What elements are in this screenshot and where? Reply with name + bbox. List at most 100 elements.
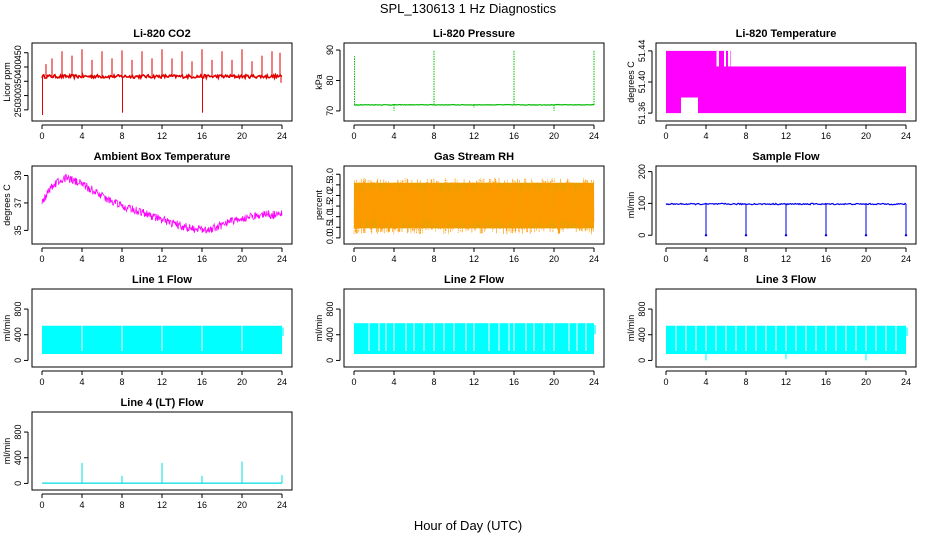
y-tick-label: 400 — [13, 450, 23, 465]
series-dip-point — [864, 234, 868, 237]
chart-panel-4: Ambient Box Temperature degrees C 0 4 8 12 16 2… — [2, 151, 293, 264]
y-tick-label: 250 — [13, 102, 23, 117]
y-tick-label: 0 — [637, 233, 647, 238]
series-2 — [353, 50, 595, 111]
area-gap — [724, 50, 726, 67]
x-tick-label: 16 — [509, 377, 519, 387]
chart-panel-3: Li-820 Temperature degrees C 0 4 8 12 16 20 24 51… — [626, 28, 917, 141]
x-tick-label: 16 — [509, 131, 519, 141]
x-tick-label: 8 — [119, 377, 124, 387]
plot-frame — [31, 411, 293, 491]
series-4 — [41, 173, 283, 234]
x-tick-label: 0 — [39, 500, 44, 510]
x-tick-label: 16 — [509, 254, 519, 264]
series-line — [665, 202, 907, 206]
x-tick-label: 4 — [703, 254, 708, 264]
x-tick-label: 24 — [589, 377, 599, 387]
x-tick-label: 20 — [549, 254, 559, 264]
plot-frame — [343, 42, 605, 122]
area-gap — [716, 50, 719, 67]
plot-frame — [31, 165, 293, 245]
series-line — [41, 173, 283, 234]
y-tick-label: 400 — [13, 327, 23, 342]
x-tick-label: 12 — [157, 377, 167, 387]
y-tick-label: 100 — [637, 196, 647, 211]
area-segment — [716, 50, 731, 114]
chart-panel-10: Line 4 (LT) Flow ml/min 0 4 8 12 16 20 24 0 400 800 — [2, 397, 293, 510]
x-tick-label: 8 — [743, 377, 748, 387]
series-3 — [666, 50, 906, 115]
series-10 — [42, 461, 283, 484]
y-tick-label: 400 — [13, 59, 23, 74]
y-tick-label: 90 — [325, 45, 335, 55]
x-tick-label: 24 — [589, 131, 599, 141]
x-tick-label: 20 — [237, 377, 247, 387]
area-gap — [728, 50, 731, 67]
x-tick-label: 20 — [861, 131, 871, 141]
chart-title: Sample Flow — [752, 151, 820, 163]
plot-frame — [655, 42, 917, 122]
x-tick-label: 12 — [781, 131, 791, 141]
y-axis: 0 400 800 — [13, 425, 29, 486]
y-tick-label: 400 — [325, 327, 335, 342]
area-segment — [731, 66, 906, 114]
plot-frame — [343, 165, 605, 245]
x-tick-label: 24 — [277, 254, 287, 264]
chart-title: Line 4 (LT) Flow — [121, 397, 204, 409]
series-1 — [41, 49, 283, 115]
y-tick-label: 0 — [325, 358, 335, 363]
y-tick-label: 39 — [13, 170, 23, 180]
series-line — [353, 177, 595, 235]
chart-panel-2: Li-820 Pressure kPa 0 4 8 12 16 20 24 70 80 90 — [314, 28, 605, 141]
x-tick-label: 24 — [277, 500, 287, 510]
x-tick-label: 4 — [703, 131, 708, 141]
x-tick-label: 8 — [431, 131, 436, 141]
y-tick-label: 51.40 — [637, 71, 647, 94]
chart-title: Ambient Box Temperature — [94, 151, 231, 163]
x-tick-label: 4 — [79, 254, 84, 264]
y-tick-label: 0 — [637, 358, 647, 363]
x-tick-label: 16 — [197, 500, 207, 510]
x-tick-label: 0 — [351, 377, 356, 387]
x-tick-label: 24 — [901, 254, 911, 264]
y-axis-label: ml/min — [2, 315, 12, 342]
chart-panel-7: Line 1 Flow ml/min 0 4 8 12 16 20 24 0 400 800 — [2, 274, 293, 387]
x-tick-label: 12 — [469, 131, 479, 141]
x-tick-label: 0 — [663, 377, 668, 387]
y-tick-label: 1.0 — [325, 210, 335, 223]
y-tick-label: 37 — [13, 198, 23, 208]
chart-panel-8: Line 2 Flow ml/min 0 4 8 12 16 20 24 0 400 800 — [314, 274, 605, 387]
y-tick-label: 450 — [13, 45, 23, 60]
x-tick-label: 8 — [119, 254, 124, 264]
x-axis-label: Hour of Day (UTC) — [413, 518, 523, 533]
x-tick-label: 24 — [277, 377, 287, 387]
x-tick-label: 8 — [431, 254, 436, 264]
x-axis: 0 4 8 12 16 20 24 — [351, 370, 599, 387]
x-tick-label: 8 — [119, 500, 124, 510]
series-dip-point — [784, 234, 788, 237]
chart-panel-5: Gas Stream RH percent 0 4 8 12 16 20 24 0.00.51.0… — [314, 151, 605, 264]
x-tick-label: 12 — [781, 377, 791, 387]
x-axis: 0 4 8 12 16 20 24 — [351, 124, 599, 141]
x-tick-label: 12 — [781, 254, 791, 264]
y-tick-label: 0 — [13, 358, 23, 363]
series-dip-point — [824, 234, 828, 237]
y-tick-label: 70 — [325, 106, 335, 116]
x-axis: 0 4 8 12 16 20 24 — [39, 493, 287, 510]
series-dip-point — [904, 234, 908, 237]
y-axis-label: ml/min — [626, 315, 636, 342]
plot-frame — [343, 288, 605, 368]
x-tick-label: 16 — [821, 377, 831, 387]
y-tick-label: 51.36 — [637, 102, 647, 125]
chart-title: Li-820 CO2 — [133, 28, 190, 40]
x-tick-label: 8 — [431, 377, 436, 387]
y-axis-label: degrees C — [2, 184, 12, 226]
x-tick-label: 0 — [39, 254, 44, 264]
x-tick-label: 24 — [901, 131, 911, 141]
x-tick-label: 12 — [157, 254, 167, 264]
x-tick-label: 0 — [39, 377, 44, 387]
x-tick-label: 24 — [277, 131, 287, 141]
x-axis: 0 4 8 12 16 20 24 — [663, 247, 911, 264]
y-axis-label: ml/min — [314, 315, 324, 342]
